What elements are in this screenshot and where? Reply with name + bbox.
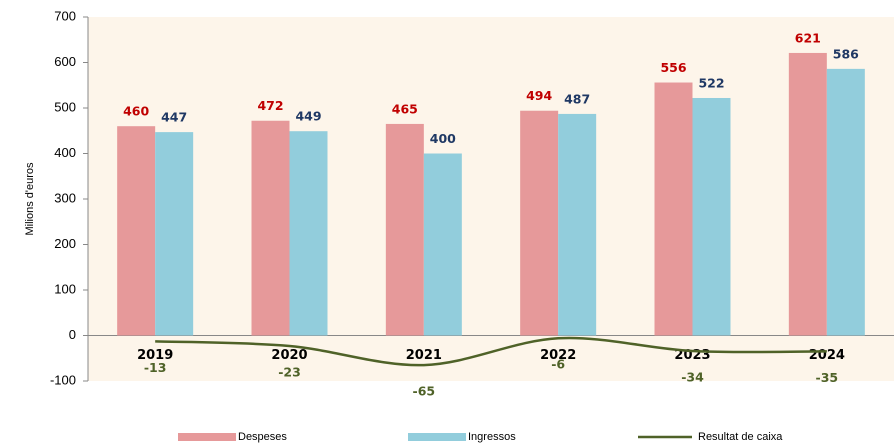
plot-area xyxy=(88,17,894,381)
bar-value-label: 447 xyxy=(161,110,187,125)
bar-value-label: 400 xyxy=(430,131,456,146)
y-tick-label: 100 xyxy=(54,281,76,296)
bar-value-label: 449 xyxy=(295,109,321,124)
bar-value-label: 556 xyxy=(660,60,686,75)
line-value-label: -23 xyxy=(278,364,301,379)
bar-value-label: 460 xyxy=(123,104,149,119)
line-value-label: -13 xyxy=(144,360,167,375)
y-tick-label: 700 xyxy=(54,8,76,23)
bar xyxy=(692,97,731,336)
bar xyxy=(117,126,156,336)
bar-value-label: 465 xyxy=(392,101,418,116)
legend-label: Resultat de caixa xyxy=(698,431,783,443)
line-value-label: -6 xyxy=(551,357,565,372)
legend-swatch xyxy=(178,433,236,441)
y-tick-label: 500 xyxy=(54,99,76,114)
line-value-label: -34 xyxy=(681,369,704,384)
legend-label: Despeses xyxy=(238,431,287,443)
bar xyxy=(289,131,328,336)
bar xyxy=(423,153,462,336)
y-tick-label: -100 xyxy=(50,372,76,387)
bar-value-label: 586 xyxy=(833,46,859,61)
legend-label: Ingressos xyxy=(468,431,516,443)
bar-value-label: 621 xyxy=(795,30,821,45)
bar xyxy=(155,132,194,336)
bar-value-label: 494 xyxy=(526,88,552,103)
bar-value-label: 487 xyxy=(564,91,590,106)
y-tick-label: 200 xyxy=(54,236,76,251)
x-tick-label: 2022 xyxy=(540,348,576,363)
bar xyxy=(520,110,559,336)
x-tick-label: 2020 xyxy=(271,348,307,363)
y-tick-label: 300 xyxy=(54,190,76,205)
line-value-label: -35 xyxy=(816,370,839,385)
bar-value-label: 472 xyxy=(257,98,283,113)
bar xyxy=(385,123,424,336)
bar xyxy=(558,113,597,336)
bar-value-label: 522 xyxy=(698,75,724,90)
line xyxy=(155,336,827,367)
bar xyxy=(826,68,865,336)
line-value-label: -65 xyxy=(413,384,436,399)
bar xyxy=(788,52,827,336)
legend-swatch xyxy=(408,433,466,441)
y-tick-label: 600 xyxy=(54,54,76,69)
y-axis-label: Milions d'euros xyxy=(24,162,36,236)
x-tick-label: 2019 xyxy=(137,348,173,363)
bar xyxy=(654,82,693,336)
y-tick-label: 0 xyxy=(69,327,76,342)
x-tick-label: 2021 xyxy=(406,348,442,363)
y-tick-label: 400 xyxy=(54,145,76,160)
bar xyxy=(251,120,290,336)
